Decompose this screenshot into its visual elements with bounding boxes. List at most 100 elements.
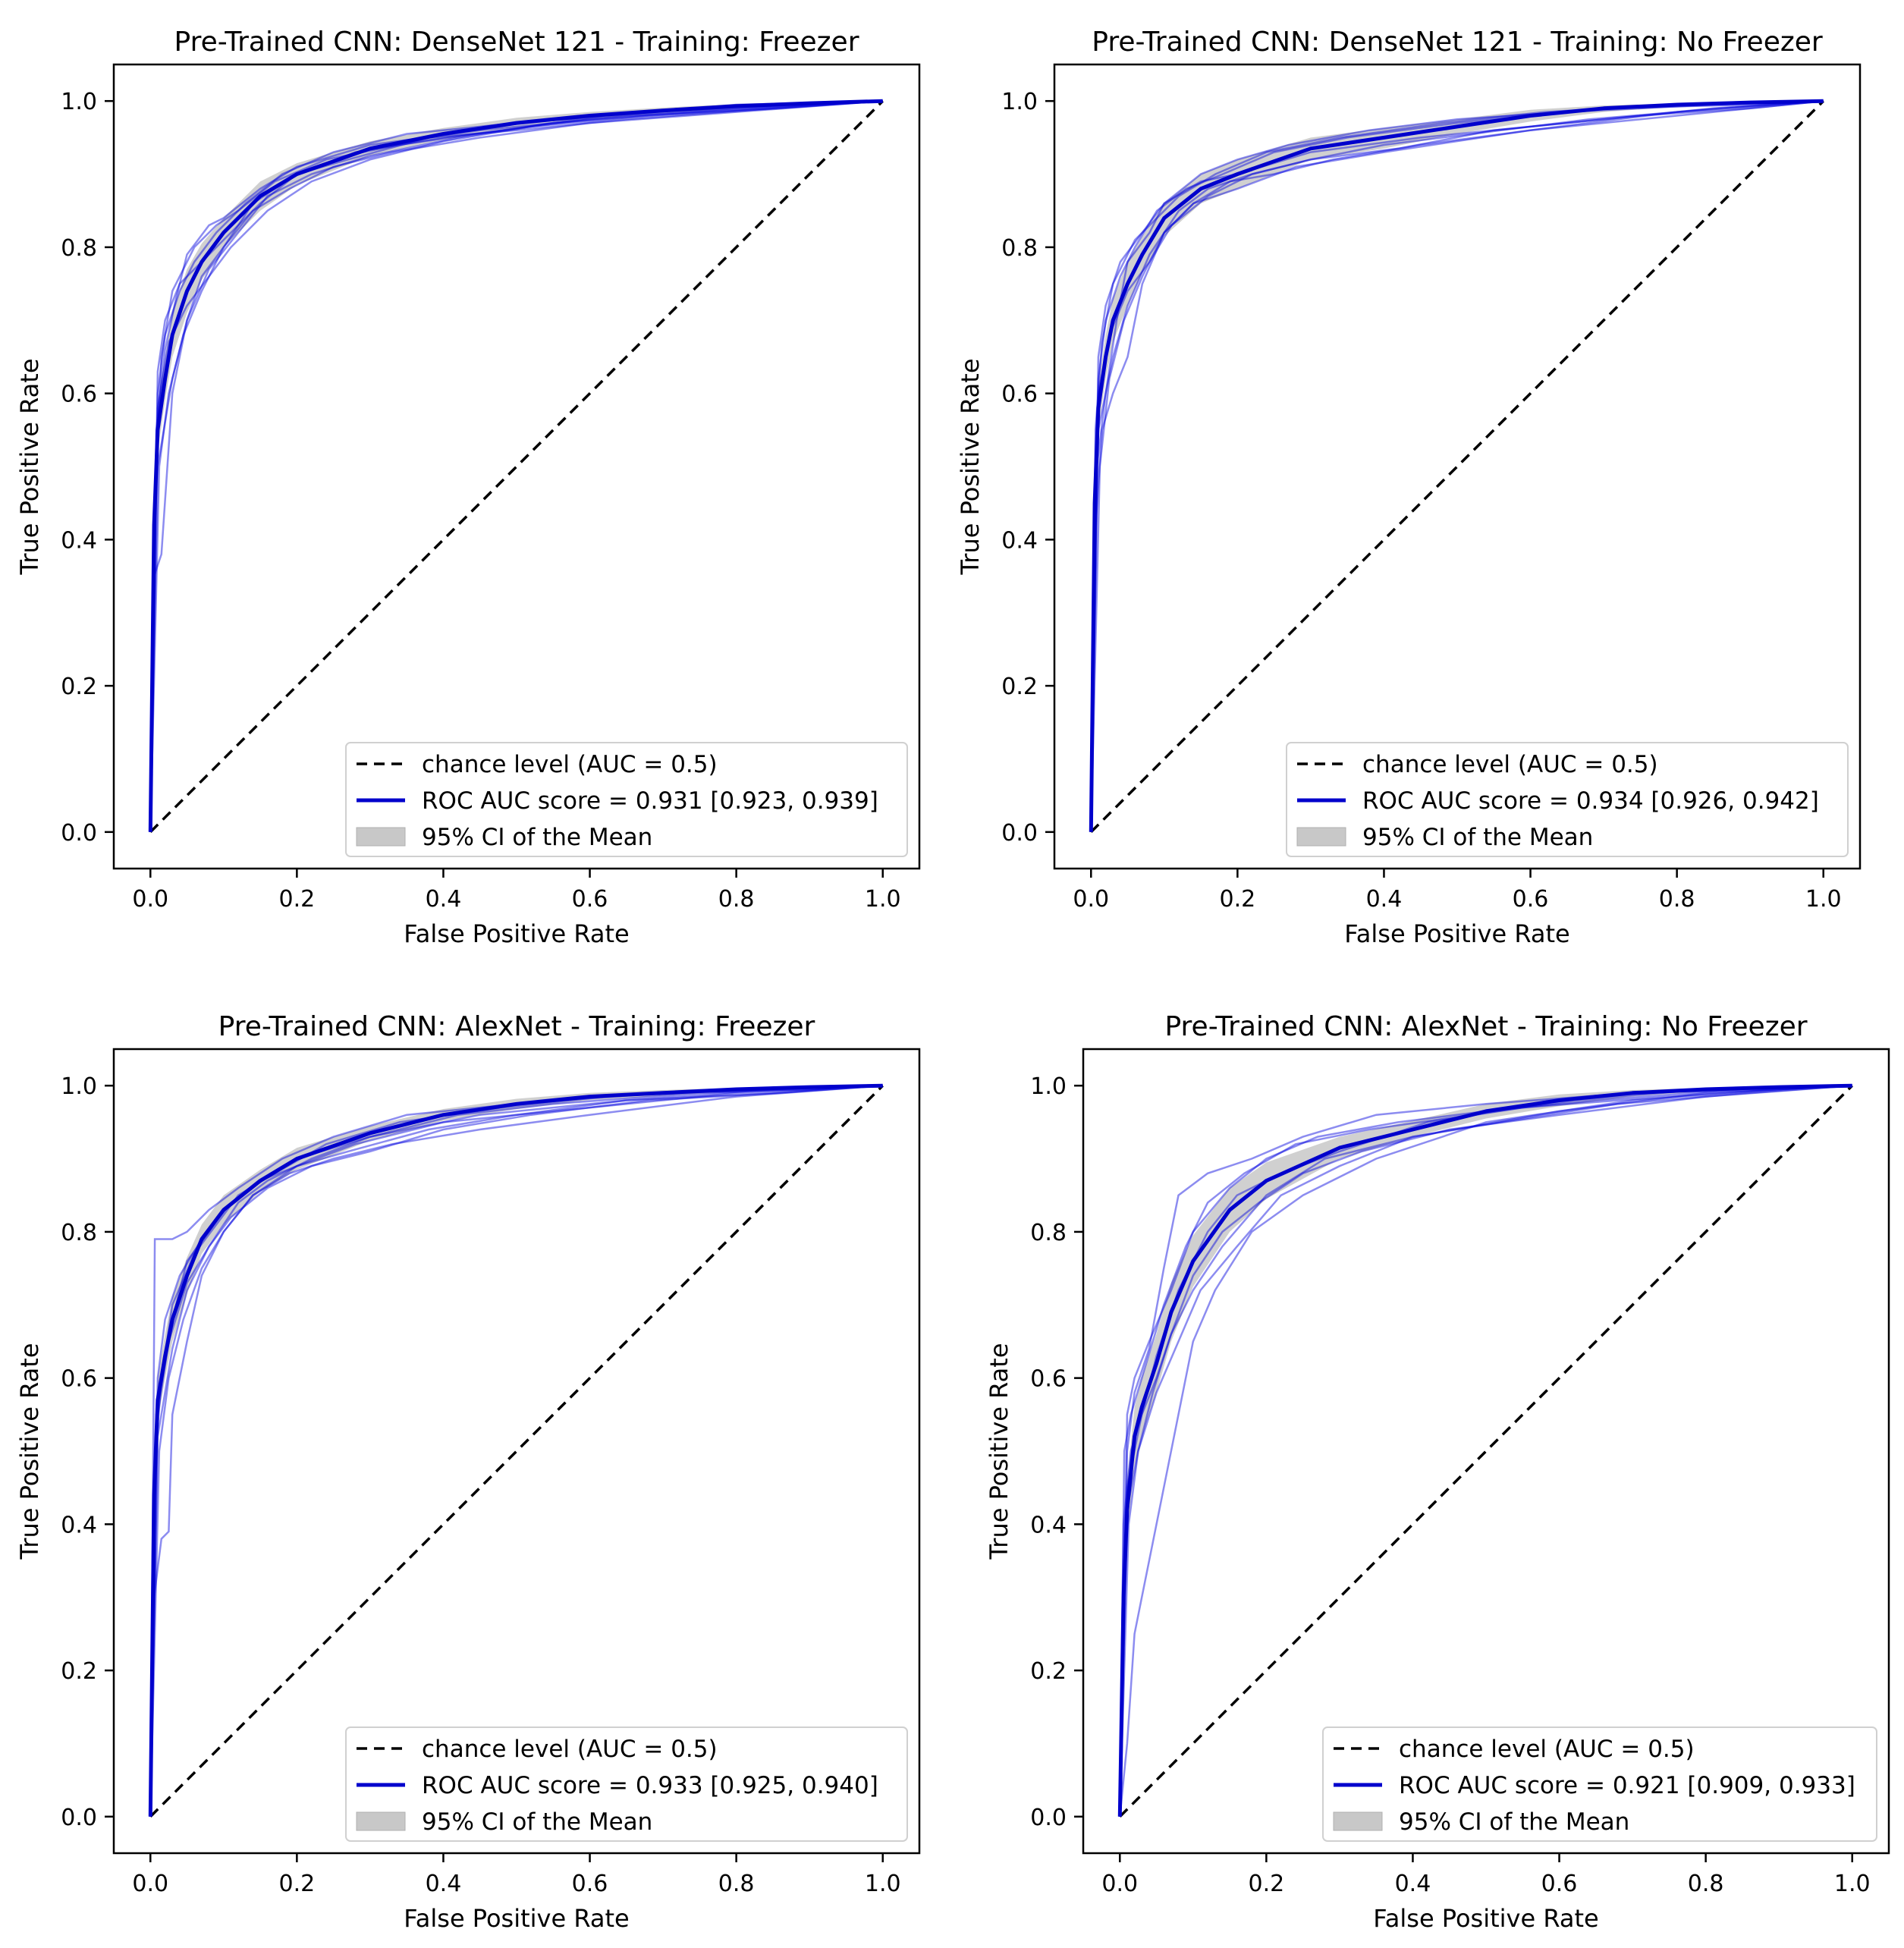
- plot-frame: [1053, 63, 1862, 870]
- legend-label: 95% CI of the Mean: [1399, 1808, 1629, 1836]
- y-tick-label: 1.0: [61, 89, 97, 115]
- y-tick-label: 0.4: [1001, 527, 1038, 554]
- mean-roc-line: [1089, 99, 1824, 832]
- y-axis-label: True Positive Rate: [985, 1343, 1013, 1560]
- x-tick-label: 0.2: [1249, 1871, 1285, 1897]
- x-tick-label: 0.4: [426, 886, 462, 913]
- fold-roc-line-7: [149, 99, 883, 832]
- fold-roc-line-5: [149, 1084, 883, 1817]
- x-tick-label: 1.0: [865, 886, 901, 913]
- fold-roc-line-6: [1119, 1084, 1852, 1817]
- y-tick-label: 0.0: [61, 1805, 97, 1831]
- legend-box: [345, 742, 908, 857]
- x-axis-label: False Positive Rate: [1373, 1904, 1598, 1933]
- y-tick-label: 0.4: [1030, 1512, 1067, 1538]
- plot-frame: [112, 63, 921, 870]
- x-tick-label: 1.0: [1834, 1871, 1871, 1897]
- fold-roc-line-8: [1119, 1084, 1852, 1817]
- x-tick-label: 0.0: [1101, 1871, 1138, 1897]
- legend-label: ROC AUC score = 0.921 [0.909, 0.933]: [1399, 1772, 1855, 1799]
- fold-roc-line-4: [149, 99, 883, 832]
- x-tick-label: 0.2: [1220, 886, 1256, 913]
- fold-roc-line-6: [1090, 99, 1824, 832]
- x-tick-label: 0.6: [1541, 1871, 1578, 1897]
- roc-panel-4: Pre-Trained CNN: AlexNet - Training: No …: [985, 1011, 1890, 1933]
- legend-label: 95% CI of the Mean: [422, 1808, 652, 1836]
- legend: chance level (AUC = 0.5) ROC AUC score = …: [1286, 742, 1849, 857]
- x-tick-label: 0.8: [718, 886, 755, 913]
- chart-title: Pre-Trained CNN: AlexNet - Training: Fre…: [218, 1011, 815, 1042]
- y-tick-label: 0.8: [61, 1220, 97, 1246]
- fold-roc-line-2: [149, 1084, 883, 1817]
- legend-label: chance level (AUC = 0.5): [422, 751, 718, 778]
- fold-roc-line-5: [149, 99, 883, 832]
- y-tick-label: 0.2: [61, 674, 97, 700]
- legend-ci-swatch: [356, 827, 406, 847]
- fold-roc-line-6: [149, 1084, 883, 1817]
- fold-roc-line-2: [1090, 99, 1824, 832]
- x-tick-label: 0.6: [572, 886, 608, 913]
- legend: chance level (AUC = 0.5) ROC AUC score = …: [345, 1726, 908, 1842]
- chart-title: Pre-Trained CNN: DenseNet 121 - Training…: [174, 27, 859, 58]
- fold-roc-line-6: [149, 99, 883, 832]
- y-tick-label: 0.2: [61, 1658, 97, 1685]
- legend-label: 95% CI of the Mean: [1362, 824, 1593, 851]
- x-tick-label: 0.2: [279, 1871, 316, 1897]
- y-tick-label: 0.4: [61, 1512, 97, 1538]
- y-tick-label: 0.8: [1030, 1220, 1067, 1246]
- roc-panel-1: Pre-Trained CNN: DenseNet 121 - Training…: [15, 27, 921, 948]
- plot-frame: [112, 1048, 921, 1855]
- roc-panel-2: Pre-Trained CNN: DenseNet 121 - Training…: [956, 27, 1862, 948]
- fold-roc-line-3: [149, 99, 883, 832]
- x-tick-label: 0.0: [132, 886, 168, 913]
- legend-label: chance level (AUC = 0.5): [1399, 1736, 1695, 1763]
- x-tick-label: 1.0: [865, 1871, 901, 1897]
- x-axis-label: False Positive Rate: [404, 1904, 629, 1933]
- chance-line: [149, 1084, 884, 1818]
- y-tick-label: 0.6: [61, 1366, 97, 1393]
- y-tick-label: 0.8: [1001, 235, 1038, 262]
- fold-roc-line-4: [149, 1084, 883, 1817]
- x-tick-label: 0.6: [1513, 886, 1549, 913]
- chart-title: Pre-Trained CNN: AlexNet - Training: No …: [1164, 1011, 1807, 1042]
- legend-label: ROC AUC score = 0.934 [0.926, 0.942]: [1362, 787, 1819, 815]
- chance-line: [149, 99, 884, 834]
- fold-roc-line-2: [149, 99, 883, 832]
- mean-roc-line: [148, 99, 883, 832]
- y-tick-label: 1.0: [61, 1073, 97, 1100]
- x-tick-label: 0.2: [279, 886, 316, 913]
- legend-label: chance level (AUC = 0.5): [422, 1736, 718, 1763]
- y-tick-label: 0.4: [61, 527, 97, 554]
- y-tick-label: 0.0: [1001, 820, 1038, 847]
- x-tick-label: 0.8: [1688, 1871, 1724, 1897]
- x-tick-label: 0.6: [572, 1871, 608, 1897]
- x-axis-label: False Positive Rate: [1344, 919, 1569, 948]
- legend-label: 95% CI of the Mean: [422, 824, 652, 851]
- x-tick-label: 0.4: [1366, 886, 1403, 913]
- x-tick-label: 1.0: [1805, 886, 1842, 913]
- fold-roc-line-3: [1119, 1084, 1852, 1817]
- y-tick-label: 0.8: [61, 235, 97, 262]
- x-tick-label: 0.0: [132, 1871, 168, 1897]
- legend-box: [345, 1726, 908, 1842]
- y-axis-label: True Positive Rate: [15, 358, 44, 575]
- mean-roc-line: [148, 1083, 883, 1817]
- legend-box: [1322, 1726, 1877, 1842]
- legend-ci-swatch: [1333, 1811, 1383, 1831]
- legend-box: [1286, 742, 1849, 857]
- x-tick-label: 0.4: [1395, 1871, 1431, 1897]
- chance-line: [1119, 1084, 1853, 1818]
- roc-panel-3: Pre-Trained CNN: AlexNet - Training: Fre…: [15, 1011, 921, 1933]
- legend-ci-swatch: [1296, 827, 1346, 847]
- x-tick-label: 0.0: [1073, 886, 1109, 913]
- y-tick-label: 0.6: [1030, 1366, 1067, 1393]
- legend-label: ROC AUC score = 0.933 [0.925, 0.940]: [422, 1772, 878, 1799]
- x-tick-label: 0.8: [1659, 886, 1695, 913]
- y-tick-label: 0.6: [1001, 382, 1038, 408]
- y-tick-label: 0.0: [61, 820, 97, 847]
- y-tick-label: 1.0: [1030, 1073, 1067, 1100]
- plot-frame: [1082, 1048, 1890, 1855]
- fold-roc-line-7: [1090, 99, 1824, 832]
- legend: chance level (AUC = 0.5) ROC AUC score = …: [345, 742, 908, 857]
